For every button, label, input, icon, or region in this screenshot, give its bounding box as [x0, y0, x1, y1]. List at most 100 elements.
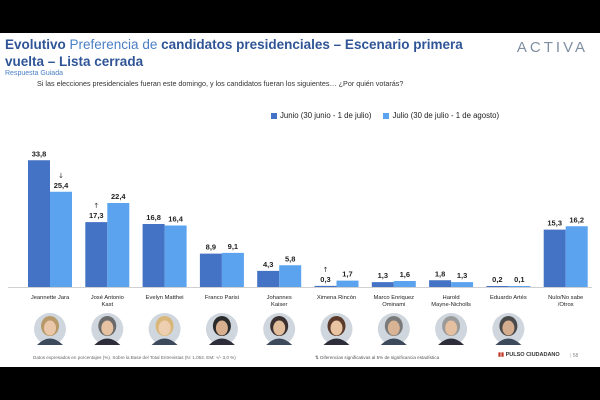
- category-label-line: Kaiser: [271, 302, 288, 308]
- bar-eduardo-artes-junio: [486, 286, 509, 287]
- candidate-body-jeannette-jara: [37, 338, 63, 345]
- category-label-jose-antonio-kast: José Antonio Kast: [91, 295, 124, 308]
- data-label-jose-antonio-kast-junio: 17,3: [89, 211, 104, 220]
- category-label-evelyn-matthei: Evelyn Matthei: [146, 295, 184, 301]
- candidate-body-harold-mayne-nicholls: [438, 338, 465, 345]
- legend-label-julio: Julio (30 de julio - 1 de agosto): [392, 111, 500, 120]
- category-label-nulo-no-sabe-otros: Nulo/No sabe/Otros: [548, 295, 583, 308]
- response-type-label: Respuesta Guiada: [5, 70, 63, 77]
- page-number-text: 58: [572, 353, 579, 359]
- data-label-jeannette-jara-junio: 33,8: [32, 149, 47, 158]
- legend-swatch-julio: [383, 112, 390, 119]
- activa-logo: ACTIVA: [516, 39, 588, 56]
- candidate-face-jose-antonio-kast: [101, 320, 114, 336]
- legend-swatch-junio: [271, 112, 277, 119]
- pulso-bars-icon: ▮▮: [498, 352, 506, 358]
- bar-johannes-kaiser-junio: [257, 270, 280, 287]
- category-label-line: Ximena Rincón: [317, 295, 356, 301]
- data-label-evelyn-matthei-julio: 16,4: [168, 215, 183, 224]
- bar-evelyn-matthei-julio: [164, 225, 187, 287]
- bar-eduardo-artes-julio: [508, 286, 531, 287]
- candidate-face-franco-parisi: [215, 320, 228, 336]
- candidate-body-johannes-kaiser: [266, 338, 293, 345]
- bar-jose-antonio-kast-julio: [107, 203, 130, 287]
- slide: Evolutivo Preferencia de candidatos pres…: [0, 33, 600, 367]
- bar-jose-antonio-kast-junio: [85, 222, 108, 287]
- candidate-face-eduardo-artes: [502, 320, 515, 336]
- category-label-franco-parisi: Franco Parisi: [205, 295, 239, 301]
- category-label-line: Mayne-Nicholls: [431, 302, 471, 308]
- category-label-jeannette-jara: Jeannette Jara: [31, 295, 70, 301]
- legend-label-junio: Junio (30 junio - 1 de julio): [280, 111, 372, 120]
- candidate-face-harold-mayne-nicholls: [445, 320, 458, 336]
- data-label-jeannette-jara-julio: 25,4: [54, 181, 69, 190]
- bar-johannes-kaiser-julio: [279, 265, 302, 287]
- page-number: | 58: [570, 353, 578, 359]
- legend-item-julio: Julio (30 de julio - 1 de agosto): [383, 111, 499, 120]
- category-label-line: /Otros: [558, 302, 574, 308]
- candidate-face-marco-enriquez-ominami: [387, 320, 400, 336]
- brand-text: PULSO CIUDADANO: [505, 352, 560, 358]
- title-prefix: Evolutivo: [5, 37, 66, 52]
- data-label-franco-parisi-junio: 8,9: [206, 243, 216, 252]
- bar-franco-parisi-julio: [221, 252, 244, 287]
- bar-nulo-no-sabe-otros-junio: [543, 229, 566, 287]
- title-rest: candidatos presidenciales – Escenario pr…: [5, 37, 463, 69]
- category-label-line: Kast: [101, 302, 113, 308]
- data-label-eduardo-artes-julio: 0,1: [514, 275, 524, 284]
- category-label-line: Ominami: [382, 302, 405, 308]
- data-label-franco-parisi-julio: 9,1: [228, 242, 238, 251]
- bar-harold-mayne-nicholls-julio: [451, 282, 474, 287]
- candidate-body-evelyn-matthei: [151, 338, 178, 345]
- page-divider: |: [570, 353, 573, 359]
- bar-evelyn-matthei-junio: [142, 224, 165, 287]
- candidate-face-ximena-rincon: [330, 320, 343, 336]
- data-label-marco-enriquez-ominami-julio: 1,6: [400, 270, 410, 279]
- bar-harold-mayne-nicholls-junio: [429, 280, 452, 287]
- candidate-body-ximena-rincon: [323, 338, 350, 345]
- data-label-johannes-kaiser-junio: 4,3: [263, 260, 273, 269]
- brand-label: ▮▮ PULSO CIUDADANO: [498, 352, 560, 358]
- candidate-body-franco-parisi: [208, 338, 235, 345]
- category-label-line: Nulo/No sabe: [548, 295, 583, 301]
- significance-up-arrow-icon: ↑: [323, 266, 329, 274]
- data-label-jose-antonio-kast-julio: 22,4: [111, 192, 126, 201]
- category-label-harold-mayne-nicholls: Harold Mayne-Nicholls: [431, 295, 471, 308]
- candidate-body-eduardo-artes: [495, 338, 522, 345]
- bar-jeannette-jara-junio: [28, 160, 50, 287]
- data-label-eduardo-artes-junio: 0,2: [492, 275, 502, 284]
- candidate-face-jeannette-jara: [44, 320, 56, 336]
- category-label-marco-enriquez-ominami: Marco Enriquez Ominami: [373, 295, 414, 308]
- significance-arrows-icon: ⇅: [315, 355, 321, 360]
- data-label-evelyn-matthei-junio: 16,8: [146, 213, 161, 222]
- category-label-line: Jeannette Jara: [31, 295, 70, 301]
- category-label-ximena-rincon: Ximena Rincón: [317, 295, 356, 301]
- page-title: Evolutivo Preferencia de candidatos pres…: [5, 36, 505, 70]
- data-label-johannes-kaiser-julio: 5,8: [285, 254, 295, 263]
- data-label-marco-enriquez-ominami-junio: 1,3: [378, 271, 388, 280]
- category-label-eduardo-artes: Eduardo Artés: [490, 295, 527, 301]
- significance-note-text: Diferencias significativas al 5% de sign…: [320, 355, 440, 360]
- category-label-line: Harold: [443, 295, 460, 301]
- candidate-body-marco-enriquez-ominami: [380, 338, 407, 345]
- legend-item-junio: Junio (30 junio - 1 de julio): [271, 111, 371, 120]
- bar-jeannette-jara-julio: [50, 191, 72, 287]
- bar-franco-parisi-junio: [199, 253, 222, 287]
- bar-chart: 33,8 25,4↓ Jeannette Jara 17,3 22,4 ↑ José Ant…: [8, 149, 592, 345]
- footnote: Datos expresados en porcentajes (%). Sob…: [33, 355, 236, 360]
- bar-ximena-rincon-julio: [336, 280, 359, 287]
- category-label-line: Eduardo Artés: [490, 295, 527, 301]
- data-label-harold-mayne-nicholls-julio: 1,3: [457, 271, 467, 280]
- title-mid: Preferencia de: [69, 37, 158, 52]
- significance-up-arrow-icon: ↑: [93, 202, 99, 210]
- significance-note: ⇅ Diferencias significativas al 5% de si…: [315, 355, 439, 361]
- candidate-face-evelyn-matthei: [158, 320, 171, 336]
- bar-nulo-no-sabe-otros-julio: [565, 226, 588, 287]
- category-label-line: Franco Parisi: [205, 295, 239, 301]
- category-label-line: Evelyn Matthei: [146, 295, 184, 301]
- chart-legend: Junio (30 junio - 1 de julio) Julio (30 …: [271, 111, 499, 120]
- candidate-body-jose-antonio-kast: [94, 338, 121, 345]
- bar-ximena-rincon-junio: [314, 285, 337, 287]
- candidate-face-johannes-kaiser: [273, 320, 286, 336]
- category-label-johannes-kaiser: Johannes Kaiser: [267, 295, 292, 308]
